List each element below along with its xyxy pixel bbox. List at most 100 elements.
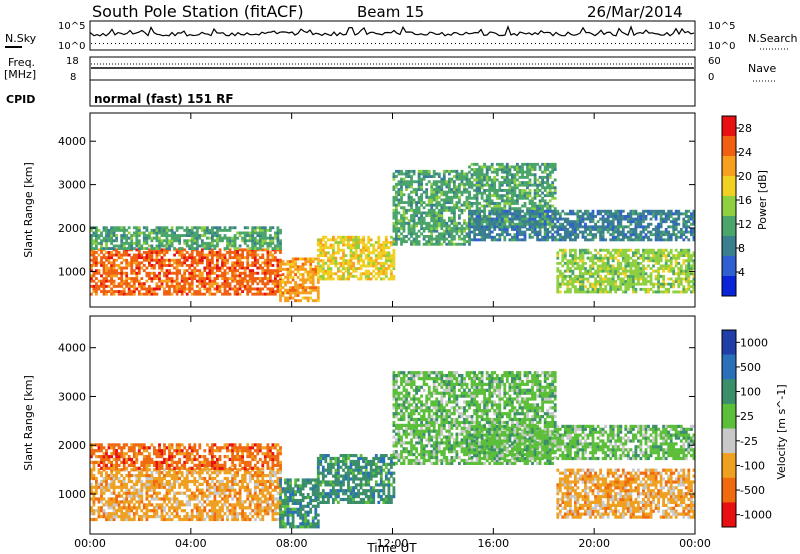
heatmap-cell — [667, 287, 671, 291]
heatmap-cell — [372, 243, 376, 247]
heatmap-cell — [594, 215, 597, 218]
heatmap-cell — [397, 198, 401, 202]
heatmap-cell — [395, 221, 398, 225]
heatmap-cell — [435, 219, 439, 223]
heatmap-cell — [624, 215, 628, 218]
heatmap-cell — [117, 253, 121, 257]
heatmap-cell — [473, 162, 476, 166]
heatmap-cell — [274, 271, 277, 275]
heatmap-cell — [563, 217, 567, 221]
heatmap-cell — [142, 236, 146, 240]
heatmap-cell — [616, 225, 620, 229]
heatmap-cell — [664, 212, 668, 216]
heatmap-cell — [642, 259, 645, 263]
heatmap-cell — [422, 235, 426, 238]
heatmap-cell — [563, 233, 567, 237]
heatmap-cell — [485, 196, 489, 200]
heatmap-cell — [400, 188, 403, 191]
heatmap-cell — [228, 226, 232, 230]
heatmap-cell — [140, 256, 144, 260]
heatmap-cell — [511, 194, 514, 198]
heatmap-cell — [566, 280, 570, 283]
heatmap-cell — [135, 234, 139, 237]
heatmap-cell — [400, 216, 403, 220]
heatmap-cell — [664, 267, 668, 270]
heatmap-cell — [579, 217, 582, 221]
heatmap-cell — [478, 225, 481, 229]
heatmap-cell — [410, 219, 413, 223]
heatmap-cell — [435, 172, 439, 176]
heatmap-cell — [657, 280, 660, 283]
heatmap-cell — [430, 224, 434, 228]
heatmap-cell — [178, 258, 181, 262]
heatmap-cell — [659, 259, 663, 263]
heatmap-cell — [168, 292, 171, 296]
heatmap-cell — [337, 274, 340, 278]
heatmap-cell — [95, 290, 98, 293]
heatmap-cell — [309, 275, 313, 279]
heatmap-cell — [483, 175, 486, 179]
heatmap-cell — [412, 201, 416, 204]
heatmap-cell — [206, 231, 209, 235]
heatmap-cell — [569, 254, 572, 257]
heatmap-cell — [97, 236, 101, 240]
heatmap-cell — [263, 231, 267, 235]
heatmap-cell — [327, 259, 330, 263]
heatmap-cell — [538, 225, 542, 229]
heatmap-cell — [490, 225, 494, 229]
heatmap-cell — [526, 186, 529, 190]
heatmap-cell — [427, 214, 431, 217]
heatmap-cell — [437, 221, 441, 225]
heatmap-cell — [478, 220, 481, 224]
heatmap-cell — [682, 272, 686, 276]
heatmap-cell — [684, 228, 688, 231]
heatmap-cell — [200, 274, 204, 278]
noise-search-point — [103, 43, 104, 44]
heatmap-cell — [528, 220, 532, 224]
heatmap-cell — [533, 228, 537, 231]
heatmap-cell — [541, 217, 544, 221]
heatmap-cell — [384, 256, 388, 260]
heatmap-cell — [145, 234, 149, 237]
heatmap-cell — [279, 299, 282, 303]
heatmap-cell — [642, 248, 645, 252]
heatmap-cell — [211, 256, 214, 260]
heatmap-cell — [526, 207, 529, 211]
heatmap-cell — [410, 201, 413, 204]
heatmap-cell — [92, 500, 96, 504]
heatmap-cell — [281, 281, 285, 284]
heatmap-cell — [546, 202, 550, 205]
heatmap-cell — [95, 482, 98, 486]
heatmap-cell — [384, 261, 388, 265]
heatmap-cell — [591, 285, 595, 289]
heatmap-cell — [669, 259, 673, 263]
heatmap-cell — [624, 259, 628, 263]
heatmap-cell — [629, 235, 633, 239]
heatmap-cell — [571, 225, 575, 229]
heatmap-cell — [473, 183, 476, 187]
heatmap-cell — [390, 272, 393, 276]
heatmap-cell — [606, 217, 610, 221]
heatmap-cell — [437, 224, 441, 228]
noise-search-point — [487, 43, 488, 44]
heatmap-cell — [248, 271, 252, 275]
heatmap-cell — [551, 212, 555, 216]
heatmap-cell — [367, 274, 371, 278]
heatmap-cell — [647, 222, 650, 226]
heatmap-cell — [95, 277, 98, 280]
heatmap-cell — [397, 172, 401, 176]
heatmap-cell — [384, 269, 388, 273]
heatmap-cell — [521, 173, 524, 177]
heatmap-cell — [261, 253, 265, 257]
noise-search-point — [583, 43, 584, 44]
heatmap-cell — [243, 271, 247, 275]
noise-search-point — [543, 43, 544, 44]
heatmap-cell — [417, 195, 421, 199]
heatmap-cell — [621, 277, 625, 281]
heatmap-cell — [263, 271, 267, 275]
heatmap-cell — [168, 247, 171, 250]
heatmap-cell — [616, 230, 620, 234]
heatmap-cell — [505, 212, 509, 216]
heatmap-cell — [437, 232, 441, 236]
heatmap-cell — [495, 209, 499, 213]
